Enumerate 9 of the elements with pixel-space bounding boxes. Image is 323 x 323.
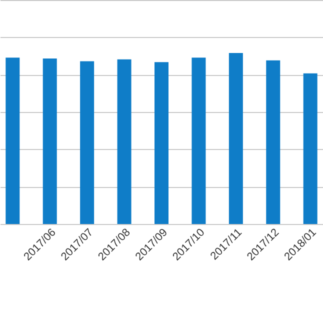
bar (6, 58, 20, 224)
bar (303, 73, 318, 224)
bar (42, 58, 57, 224)
bar (192, 58, 206, 224)
bar (154, 62, 168, 224)
bar (80, 61, 94, 224)
bar (228, 53, 243, 224)
bar (117, 59, 132, 224)
bar (266, 60, 280, 224)
